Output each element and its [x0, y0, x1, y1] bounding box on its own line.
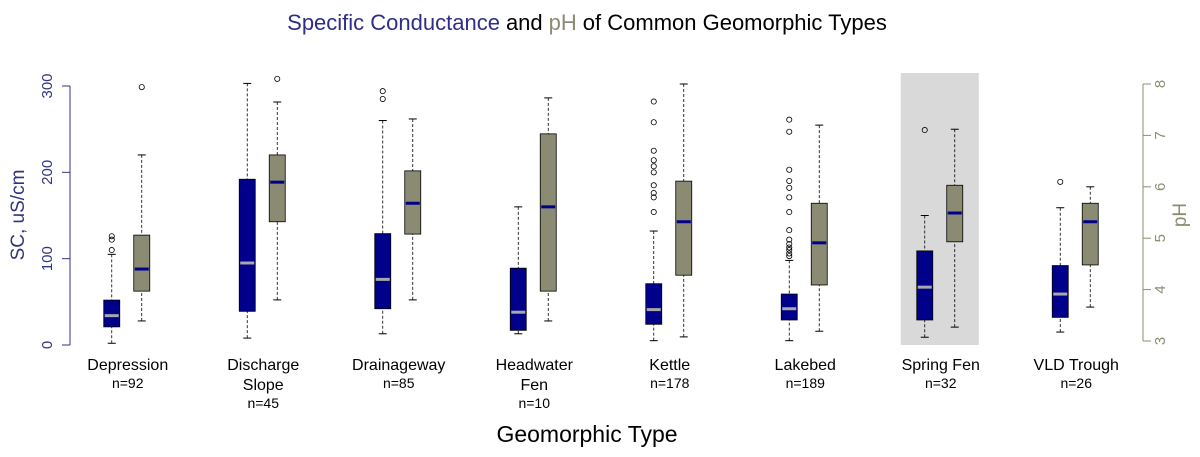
outlier: [650, 209, 657, 216]
n-label: n=26: [1060, 375, 1092, 391]
outlier: [379, 95, 386, 102]
outlier: [650, 194, 657, 201]
box: [374, 233, 392, 310]
y-tick-label: 200: [39, 160, 56, 185]
outlier: [650, 190, 657, 197]
box: [916, 250, 934, 321]
x-tick-label: Slope: [243, 377, 284, 394]
box: [268, 154, 286, 223]
y2-tick-label: 4: [1152, 285, 1169, 293]
y2-tick-label: 3: [1152, 337, 1169, 345]
outlier: [650, 157, 657, 164]
outlier: [138, 84, 145, 91]
outlier: [786, 116, 793, 123]
outlier: [274, 75, 281, 82]
y2-axis-title: pH: [1170, 203, 1191, 227]
outlier: [786, 209, 793, 216]
n-label: n=32: [925, 375, 957, 391]
box: [675, 180, 693, 276]
outlier: [379, 88, 386, 95]
outlier: [786, 250, 793, 257]
outlier: [650, 163, 657, 170]
box: [1051, 265, 1069, 318]
y2-tick-label: 5: [1152, 234, 1169, 242]
x-tick-label: Discharge: [227, 357, 299, 374]
y2-tick-label: 6: [1152, 183, 1169, 191]
outlier: [786, 247, 793, 254]
y-tick-label: 0: [39, 341, 56, 349]
outlier: [786, 253, 793, 260]
box: [509, 267, 527, 331]
x-tick-label: VLD Trough: [1034, 357, 1119, 374]
outlier: [650, 147, 657, 154]
outlier: [786, 240, 793, 247]
outlier: [921, 127, 928, 134]
box: [238, 178, 256, 312]
outlier: [786, 227, 793, 234]
outlier: [650, 182, 657, 189]
outlier: [786, 244, 793, 251]
outlier: [108, 233, 115, 240]
n-label: n=189: [786, 375, 826, 391]
outlier: [108, 236, 115, 243]
outlier: [108, 247, 115, 254]
chart-title: Specific Conductance and pH of Common Geomo…: [287, 10, 887, 35]
y-tick-label: 100: [39, 246, 56, 271]
box: [1081, 202, 1099, 266]
title-part: pH: [549, 10, 577, 35]
outlier: [786, 128, 793, 135]
title-part: of Common Geomorphic Types: [583, 10, 887, 35]
n-label: n=10: [518, 395, 550, 411]
outlier: [650, 169, 657, 176]
box: [780, 293, 798, 321]
n-label: n=178: [650, 375, 690, 391]
y2-tick-label: 7: [1152, 131, 1169, 139]
x-axis-title: Geomorphic Type: [496, 421, 677, 447]
n-label: n=45: [247, 395, 279, 411]
y2-tick-label: 8: [1152, 80, 1169, 88]
box: [539, 133, 557, 292]
x-tick-label: Headwater: [496, 357, 574, 374]
outlier: [650, 119, 657, 126]
box: [133, 234, 151, 292]
x-tick-label: Kettle: [649, 357, 690, 374]
title-part: and: [506, 10, 543, 35]
title-part: Specific Conductance: [287, 10, 500, 35]
x-tick-label: Fen: [520, 377, 548, 394]
box: [645, 283, 663, 325]
n-label: n=92: [112, 375, 144, 391]
y-tick-label: 300: [39, 73, 56, 98]
highlight-band: [900, 73, 979, 345]
x-tick-label: Depression: [87, 357, 168, 374]
n-label: n=85: [383, 375, 415, 391]
outlier: [786, 194, 793, 201]
box: [103, 299, 121, 328]
outlier: [786, 184, 793, 191]
y-axis-title: SC, uS/cm: [8, 170, 29, 261]
outlier: [786, 177, 793, 184]
x-tick-label: Drainageway: [352, 357, 445, 374]
x-tick-label: Spring Fen: [902, 357, 980, 374]
outlier: [786, 166, 793, 173]
outlier: [786, 236, 793, 243]
outlier: [1057, 178, 1064, 185]
x-tick-label: Lakebed: [775, 357, 836, 374]
outlier: [650, 98, 657, 105]
